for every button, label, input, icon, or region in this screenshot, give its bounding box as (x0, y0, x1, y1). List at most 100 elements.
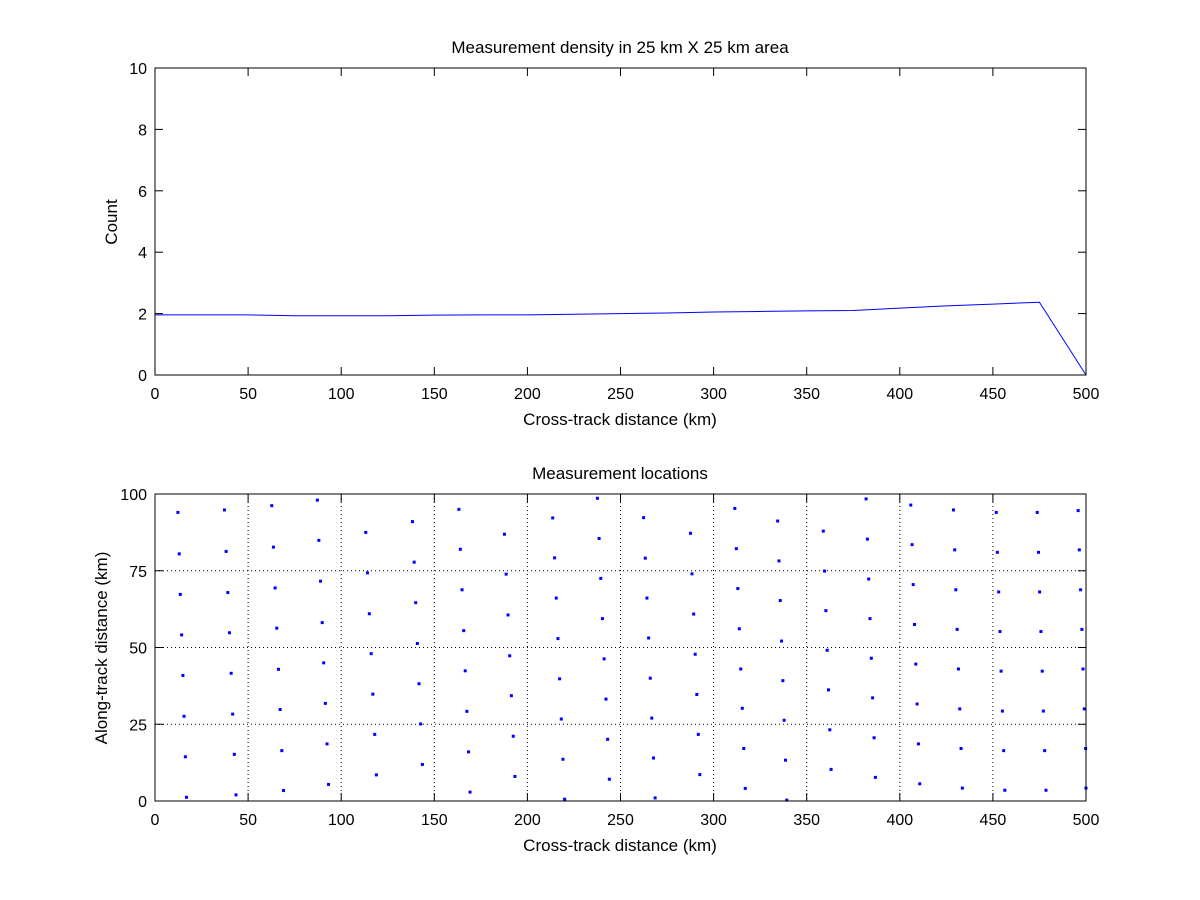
locations-x-tick-label: 300 (700, 812, 727, 829)
density-y-tick-label: 0 (138, 368, 147, 385)
locations-data-point (231, 712, 235, 716)
locations-data-point (1082, 707, 1086, 711)
locations-data-point (319, 579, 323, 583)
locations-data-point (955, 627, 959, 631)
locations-data-point (913, 622, 917, 626)
locations-data-point (276, 667, 280, 671)
locations-data-point (559, 717, 563, 721)
locations-data-point (780, 639, 784, 643)
locations-data-point (864, 497, 868, 501)
locations-data-point (1038, 590, 1042, 594)
locations-data-point (1037, 550, 1041, 554)
locations-y-tick-label: 50 (129, 641, 147, 658)
locations-data-point (229, 671, 233, 675)
locations-data-point (180, 633, 184, 637)
locations-data-point (690, 572, 694, 576)
locations-data-point (695, 692, 699, 696)
locations-data-point (226, 591, 230, 595)
locations-data-point (785, 798, 789, 802)
locations-data-point (865, 537, 869, 541)
locations-data-point (553, 556, 557, 560)
locations-data-point (467, 750, 471, 754)
locations-x-tick-label: 100 (328, 812, 355, 829)
locations-data-point (551, 516, 555, 520)
locations-data-point (914, 662, 918, 666)
locations-data-point (458, 547, 462, 551)
locations-data-point (689, 531, 693, 535)
locations-chart: Measurement locations 0 50 100 150 200 250 300… (92, 464, 1099, 855)
density-plot-area (155, 68, 1086, 375)
locations-data-point (563, 797, 567, 801)
locations-data-point (182, 714, 186, 718)
locations-data-point (322, 661, 326, 665)
locations-data-point (868, 617, 872, 621)
locations-y-axis-label: Along-track distance (km) (92, 552, 111, 745)
locations-data-point (743, 786, 747, 790)
locations-data-point (417, 682, 421, 686)
locations-data-point (323, 701, 327, 705)
density-x-tick-label: 200 (514, 386, 541, 403)
locations-data-point (997, 590, 1001, 594)
density-plot-frame (154, 67, 1087, 376)
locations-data-point (606, 737, 610, 741)
locations-data-point (320, 621, 324, 625)
locations-data-point (958, 707, 962, 711)
locations-data-point (916, 742, 920, 746)
locations-data-point (825, 648, 829, 652)
locations-x-tick-label: 350 (793, 812, 820, 829)
locations-data-point (1044, 788, 1048, 792)
locations-data-point (607, 777, 611, 781)
locations-x-tick-label: 0 (151, 812, 160, 829)
locations-data-point (828, 728, 832, 732)
density-y-tick-label: 8 (138, 122, 147, 139)
locations-data-point (1003, 788, 1007, 792)
locations-data-point (234, 793, 238, 797)
locations-data-point (420, 762, 424, 766)
locations-data-point (956, 667, 960, 671)
locations-data-point (696, 732, 700, 736)
locations-data-point (457, 507, 461, 511)
density-chart: Measurement density in 25 km X 25 km are… (102, 38, 1099, 429)
locations-data-point (871, 696, 875, 700)
locations-data-point (317, 538, 321, 542)
locations-data-point (648, 676, 652, 680)
locations-data-point (999, 669, 1003, 673)
locations-data-point (698, 773, 702, 777)
locations-data-point (371, 692, 375, 696)
locations-data-point (367, 612, 371, 616)
density-y-tick-label: 10 (129, 61, 147, 78)
density-x-axis-label: Cross-track distance (km) (523, 410, 717, 429)
locations-data-point (177, 552, 181, 556)
locations-data-point (960, 786, 964, 790)
locations-data-point (909, 503, 913, 507)
locations-data-point (650, 716, 654, 720)
density-y-axis-label: Count (102, 199, 121, 245)
locations-data-point (911, 583, 915, 587)
locations-data-point (365, 571, 369, 575)
locations-data-point (995, 550, 999, 554)
density-x-tick-label: 100 (328, 386, 355, 403)
locations-data-point (374, 773, 378, 777)
locations-data-point (503, 532, 506, 536)
locations-data-point (280, 749, 284, 753)
locations-data-point (227, 631, 231, 635)
locations-data-point (178, 592, 182, 596)
locations-data-point (504, 572, 508, 576)
locations-data-point (373, 732, 377, 736)
locations-data-point (509, 694, 513, 698)
locations-data-point (734, 547, 738, 551)
locations-data-point (823, 569, 827, 573)
locations-data-point (270, 504, 274, 508)
locations-y-tick-label: 75 (129, 564, 147, 581)
locations-y-tick-label: 100 (120, 487, 147, 504)
locations-data-point (184, 795, 188, 799)
locations-data-point (1077, 548, 1081, 552)
locations-data-point (739, 667, 743, 671)
locations-y-tick-label: 0 (138, 794, 147, 811)
locations-data-point (821, 529, 825, 533)
locations-data-point (1035, 510, 1039, 514)
locations-data-point (412, 560, 416, 564)
locations-data-point (599, 576, 603, 580)
locations-data-point (511, 734, 515, 738)
